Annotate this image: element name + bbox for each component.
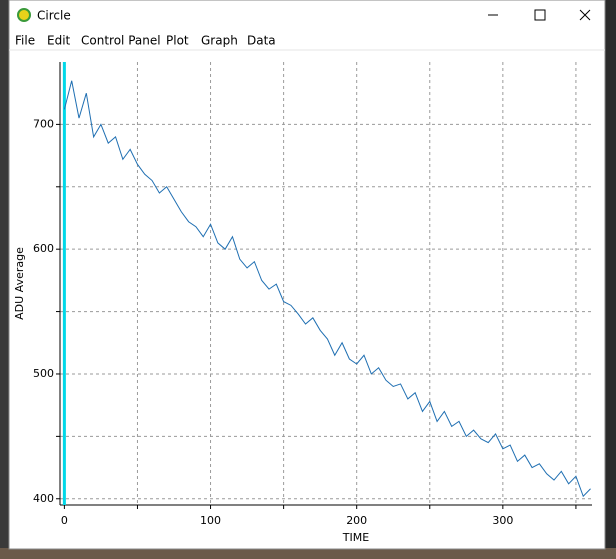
window <box>8 0 606 550</box>
app-icon <box>17 8 31 22</box>
y-axis-label: ADU Average <box>13 247 26 320</box>
menu-item[interactable]: Graph <box>201 34 238 48</box>
x-tick-label: 200 <box>346 514 367 527</box>
plot: 0 100 200 300 400 500 600 700 TIME ADU Average <box>13 62 592 544</box>
menu-item[interactable]: Control Panel <box>81 34 161 48</box>
x-tick-label: 300 <box>492 514 513 527</box>
x-tick-label: 100 <box>200 514 221 527</box>
x-tick-label: 0 <box>61 514 68 527</box>
close-button[interactable] <box>579 9 591 21</box>
desktop-strip <box>0 548 616 559</box>
y-tick-label: 500 <box>33 367 54 380</box>
x-axis-label: TIME <box>342 531 369 544</box>
y-tick-label: 700 <box>33 117 54 130</box>
menu-item[interactable]: Edit <box>47 34 71 48</box>
maximize-button[interactable] <box>534 9 546 21</box>
data-line <box>63 80 591 498</box>
menu-item[interactable]: File <box>15 34 35 48</box>
background-window <box>0 0 9 559</box>
menu-item[interactable]: Plot <box>166 34 189 48</box>
y-tick-label: 400 <box>33 492 54 505</box>
window-title: Circle <box>37 9 71 23</box>
y-tick-label: 600 <box>33 242 54 255</box>
menu-item[interactable]: Data <box>247 34 276 48</box>
menu-bar: File Edit Control Panel Plot Graph Data <box>15 34 276 48</box>
